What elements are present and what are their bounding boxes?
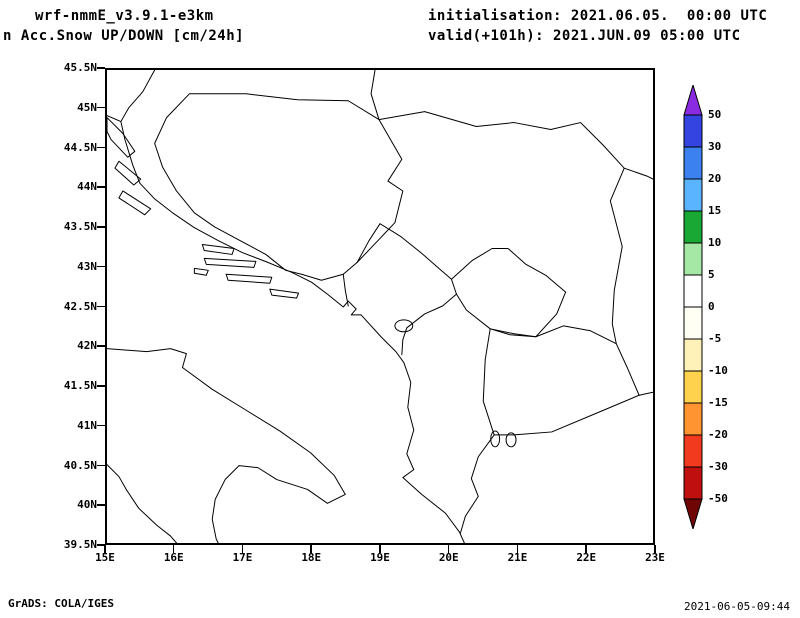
colorbar-level-label: 5 xyxy=(708,268,715,281)
colorbar-segment xyxy=(683,242,703,276)
colorbar-segment xyxy=(683,210,703,244)
y-axis-label: 41.5N xyxy=(63,379,97,392)
colorbar-level-label: 50 xyxy=(708,108,722,121)
y-axis-label: 44N xyxy=(77,180,97,194)
border-serbia-bulgaria xyxy=(609,167,625,345)
map-plot-area xyxy=(105,68,655,545)
y-axis-tick xyxy=(97,146,105,148)
colorbar-level-label: 30 xyxy=(708,140,722,153)
colorbar-level-label: -50 xyxy=(708,492,728,505)
x-axis-tick xyxy=(447,545,450,553)
y-axis-tick xyxy=(97,106,105,109)
colorbar-segment xyxy=(683,466,703,500)
x-axis-label: 20E xyxy=(438,551,459,564)
colorbar-segment xyxy=(683,434,703,468)
y-axis-label: 44.5N xyxy=(63,140,97,154)
coastline-italy-adriatic xyxy=(107,348,346,543)
lake-ohrid xyxy=(490,430,501,448)
y-axis-label: 43.5N xyxy=(63,220,97,233)
y-axis-label: 40.5N xyxy=(63,458,97,472)
dalmatian-islands xyxy=(107,117,300,299)
y-axis-tick xyxy=(97,305,105,307)
y-axis-label: 45.5N xyxy=(63,61,97,74)
map-svg xyxy=(107,70,653,543)
border-montenegro xyxy=(342,223,457,356)
colorbar-segment xyxy=(683,370,703,404)
x-axis-label: 16E xyxy=(163,551,184,564)
colorbar-segment xyxy=(683,402,703,436)
colorbar-level-label: -5 xyxy=(708,332,722,345)
y-axis-tick xyxy=(97,265,105,268)
coastline-italy-tyrrhenian xyxy=(107,464,177,543)
border-slovenia-croatia xyxy=(107,115,122,123)
valid-time-label: valid(+101h): 2021.JUN.09 05:00 UTC xyxy=(428,28,741,44)
x-axis-label: 22E xyxy=(576,551,597,564)
colorbar-segment xyxy=(683,306,703,340)
y-axis-label: 39.5N xyxy=(63,538,97,551)
colorbar-segment xyxy=(683,338,703,372)
init-time-label: initialisation: 2021.06.05. 00:00 UTC xyxy=(428,8,768,24)
x-axis-label: 23E xyxy=(645,551,665,564)
x-axis-tick xyxy=(654,545,656,553)
lake-prespa xyxy=(505,432,517,448)
y-axis-label: 43N xyxy=(77,259,97,273)
y-axis-tick xyxy=(97,544,105,546)
border-albania-greece xyxy=(459,434,495,534)
y-axis-tick xyxy=(97,186,105,188)
colorbar-level-label: 10 xyxy=(708,236,722,249)
colorbar-segment xyxy=(683,178,703,212)
variable-title: n Acc.Snow UP/DOWN [cm/24h] xyxy=(3,28,245,44)
y-axis-tick xyxy=(97,226,105,228)
model-title: wrf-nmmE_v3.9.1-e3km xyxy=(35,8,214,24)
x-axis-label: 18E xyxy=(301,551,322,564)
y-axis-tick xyxy=(97,504,105,506)
x-axis-label: 17E xyxy=(232,551,253,564)
border-greece-bulgaria xyxy=(638,391,653,396)
y-axis-tick xyxy=(97,345,105,347)
colorbar-level-label: 20 xyxy=(708,172,722,185)
border-bosnia xyxy=(154,93,404,281)
colorbar-level-label: 0 xyxy=(708,300,715,313)
colorbar-segment xyxy=(683,274,703,308)
y-axis-label: 42N xyxy=(77,339,97,353)
x-axis-tick xyxy=(172,545,175,553)
y-axis-tick xyxy=(97,464,105,466)
x-axis-tick xyxy=(585,545,587,553)
colorbar-level-label: -15 xyxy=(708,396,728,409)
colorbar-svg xyxy=(683,83,703,531)
colorbar-level-label: -10 xyxy=(708,364,728,377)
colorbar-arrow-up xyxy=(683,83,703,116)
x-axis-label: 19E xyxy=(370,551,390,564)
x-axis-tick xyxy=(516,545,518,553)
grads-credit: GrADS: COLA/IGES xyxy=(8,597,114,610)
y-axis-label: 40N xyxy=(77,498,97,512)
colorbar-segment xyxy=(683,114,703,148)
y-axis-label: 41N xyxy=(77,418,97,432)
x-axis-tick xyxy=(241,545,243,553)
border-serbia-north-danube xyxy=(370,70,653,180)
y-axis-label: 42.5N xyxy=(63,299,97,313)
x-axis-tick xyxy=(310,545,312,553)
x-axis-tick xyxy=(104,545,106,553)
x-axis-label: 15E xyxy=(95,551,115,564)
colorbar xyxy=(683,83,703,531)
coastline-east-adriatic xyxy=(120,70,465,543)
y-axis-label: 45N xyxy=(77,100,97,114)
y-axis-tick xyxy=(97,67,105,69)
x-axis-tick xyxy=(379,545,381,553)
x-axis-label: 21E xyxy=(507,551,528,564)
y-axis-tick xyxy=(97,424,105,427)
lake-scutari xyxy=(394,319,414,333)
colorbar-level-label: -30 xyxy=(708,460,728,473)
colorbar-level-label: -20 xyxy=(708,428,728,441)
border-kosovo xyxy=(450,247,567,338)
colorbar-level-label: 15 xyxy=(708,204,722,217)
creation-timestamp: 2021-06-05-09:44 xyxy=(684,600,790,613)
y-axis-tick xyxy=(97,385,105,387)
colorbar-arrow-down xyxy=(683,498,703,531)
colorbar-segment xyxy=(683,146,703,180)
